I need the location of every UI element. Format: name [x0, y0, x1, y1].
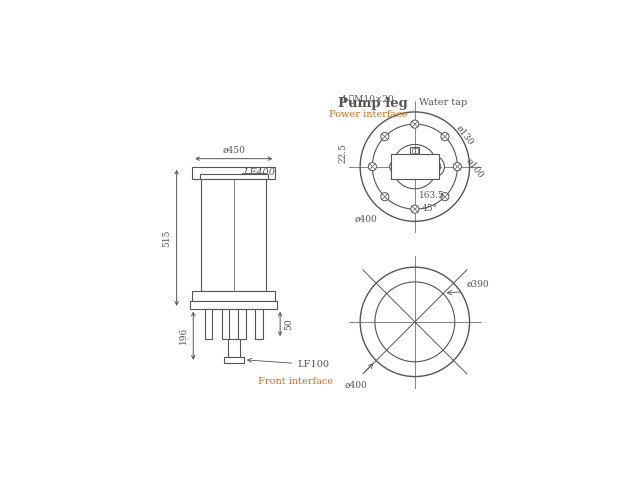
Circle shape: [381, 132, 389, 141]
Circle shape: [441, 192, 449, 201]
Circle shape: [360, 267, 470, 377]
Bar: [192, 291, 275, 300]
Circle shape: [390, 161, 401, 172]
Circle shape: [411, 120, 419, 128]
Circle shape: [411, 205, 419, 213]
Text: 163.5: 163.5: [419, 191, 445, 200]
Circle shape: [375, 282, 455, 362]
Bar: [228, 339, 239, 357]
Circle shape: [381, 192, 389, 201]
Text: Pump leg: Pump leg: [338, 97, 408, 110]
Bar: [238, 309, 246, 339]
Text: Front interface: Front interface: [258, 377, 333, 386]
Bar: [202, 179, 266, 291]
Circle shape: [441, 132, 449, 141]
Text: Water tap: Water tap: [419, 98, 467, 108]
Text: 196: 196: [179, 327, 188, 344]
Text: LF400: LF400: [243, 168, 275, 177]
Circle shape: [360, 112, 470, 221]
Bar: [412, 148, 415, 153]
Bar: [391, 154, 439, 179]
Text: Power interface: Power interface: [329, 110, 408, 120]
Text: ø400: ø400: [355, 215, 377, 224]
Bar: [410, 147, 419, 157]
Text: ø100: ø100: [464, 157, 485, 180]
Text: 515: 515: [163, 229, 172, 247]
Circle shape: [392, 163, 399, 170]
Text: LF100: LF100: [248, 359, 330, 369]
Text: 50: 50: [285, 318, 294, 330]
Circle shape: [412, 164, 418, 169]
Bar: [415, 148, 418, 153]
Bar: [192, 167, 275, 179]
Circle shape: [453, 163, 461, 171]
Bar: [255, 309, 262, 339]
Text: ø390: ø390: [467, 280, 490, 289]
Circle shape: [368, 163, 376, 171]
Text: ø130: ø130: [454, 123, 476, 146]
Circle shape: [393, 144, 437, 189]
Bar: [222, 309, 229, 339]
Bar: [190, 300, 277, 309]
Text: ø450: ø450: [222, 146, 245, 155]
Text: 22.5: 22.5: [338, 143, 348, 163]
Circle shape: [424, 156, 444, 177]
Text: 45°: 45°: [422, 204, 438, 213]
Text: ø400: ø400: [344, 381, 367, 390]
Bar: [223, 357, 244, 363]
Circle shape: [372, 124, 458, 209]
Text: 4-孔M10×20: 4-孔M10×20: [340, 95, 394, 104]
Circle shape: [428, 160, 441, 173]
Bar: [200, 174, 268, 179]
Bar: [205, 309, 212, 339]
